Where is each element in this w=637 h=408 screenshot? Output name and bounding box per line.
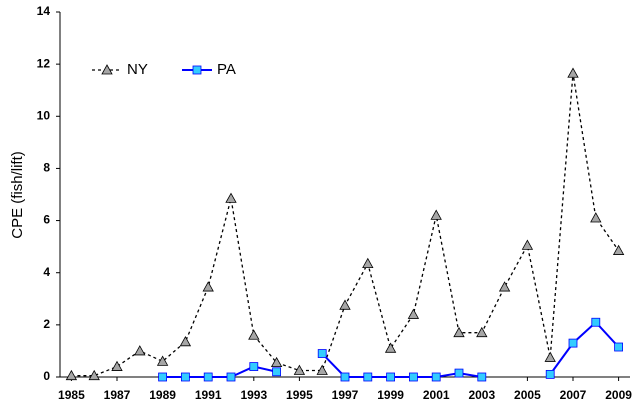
series-line (71, 73, 620, 377)
y-tick-label: 6 (43, 213, 50, 227)
x-tick-label: 2009 (605, 388, 632, 402)
legend-marker (192, 65, 202, 75)
data-point (179, 335, 192, 347)
data-point (544, 351, 556, 362)
data-point (453, 326, 465, 338)
data-point (316, 364, 328, 375)
y-tick-label: 2 (43, 317, 50, 331)
data-point (180, 372, 190, 382)
data-point (158, 372, 168, 382)
data-point (293, 364, 306, 375)
data-point (272, 367, 282, 377)
x-tick-label: 2007 (560, 388, 587, 402)
data-point (476, 326, 488, 338)
data-point (203, 372, 213, 382)
x-tick-label: 1985 (58, 388, 85, 402)
data-point (591, 317, 601, 327)
data-point (545, 369, 555, 379)
data-point (65, 369, 78, 381)
legend-marker (101, 64, 113, 75)
y-tick-label: 0 (43, 369, 50, 383)
data-point (384, 342, 397, 353)
data-point (521, 239, 534, 250)
data-point (270, 356, 283, 368)
data-point (249, 362, 259, 371)
x-tick-label: 1991 (195, 388, 222, 402)
x-tick-label: 2003 (468, 388, 495, 402)
data-point (362, 257, 374, 268)
x-tick-label: 1999 (377, 388, 404, 402)
data-point (407, 308, 420, 319)
data-point (567, 67, 579, 78)
data-point (225, 192, 237, 203)
data-point (614, 342, 623, 352)
data-point (317, 349, 327, 358)
data-point (408, 372, 418, 382)
data-point (202, 281, 214, 292)
x-tick-label: 1995 (286, 388, 313, 402)
legend-label: PA (217, 61, 236, 78)
data-point (156, 355, 169, 366)
data-point (612, 244, 625, 255)
y-tick-label: 10 (37, 108, 51, 122)
x-tick-label: 2001 (423, 388, 450, 402)
y-tick-label: 4 (43, 265, 50, 279)
data-point (568, 338, 578, 348)
data-point (430, 209, 442, 220)
data-point (134, 345, 146, 356)
x-tick-label: 1997 (332, 388, 359, 402)
x-tick-label: 1993 (240, 388, 267, 402)
data-point (339, 299, 351, 310)
y-tick-label: 12 (37, 56, 51, 70)
data-point (498, 281, 511, 292)
x-tick-label: 1987 (104, 388, 131, 402)
data-point (111, 360, 123, 371)
data-point (454, 368, 464, 378)
data-point (590, 212, 602, 223)
data-point (248, 329, 260, 340)
y-tick-label: 14 (37, 4, 51, 18)
x-tick-label: 1989 (149, 388, 176, 402)
y-tick-label: 8 (43, 161, 50, 175)
data-point (431, 372, 441, 382)
data-point (477, 372, 487, 382)
data-point (363, 372, 373, 382)
data-point (386, 372, 396, 382)
data-point (226, 372, 236, 382)
x-tick-label: 2005 (514, 388, 541, 402)
data-point (340, 372, 350, 382)
y-axis-label: CPE (fish/lift) (9, 151, 26, 239)
legend-label: NY (127, 61, 148, 78)
data-point (88, 369, 100, 381)
